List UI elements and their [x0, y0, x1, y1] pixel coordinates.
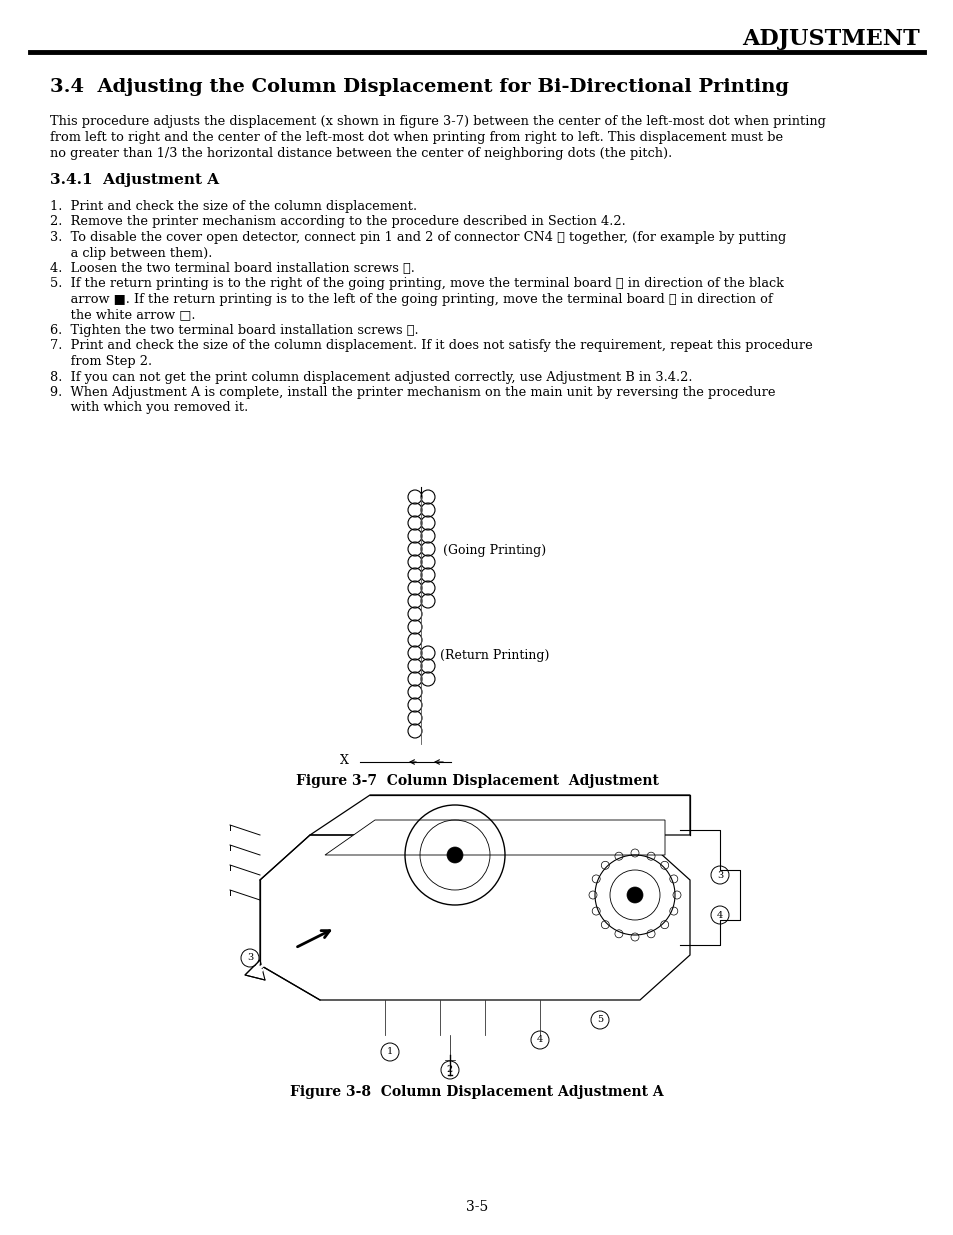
Text: Figure 3-8  Column Displacement Adjustment A: Figure 3-8 Column Displacement Adjustmen…	[290, 1086, 663, 1099]
Text: 5: 5	[597, 1015, 602, 1025]
Text: 2: 2	[446, 1066, 453, 1074]
Text: 3: 3	[716, 871, 722, 879]
Text: no greater than 1/3 the horizontal distance between the center of neighboring do: no greater than 1/3 the horizontal dista…	[50, 147, 672, 161]
Text: This procedure adjusts the displacement (x shown in figure 3-7) between the cent: This procedure adjusts the displacement …	[50, 115, 825, 128]
Text: 7.  Print and check the size of the column displacement. If it does not satisfy : 7. Print and check the size of the colum…	[50, 340, 812, 352]
Polygon shape	[245, 960, 265, 981]
Text: ADJUSTMENT: ADJUSTMENT	[741, 28, 919, 49]
Text: 3.4.1  Adjustment A: 3.4.1 Adjustment A	[50, 173, 219, 186]
Circle shape	[626, 887, 642, 903]
Circle shape	[710, 866, 728, 884]
Text: (Return Printing): (Return Printing)	[439, 650, 549, 662]
Circle shape	[590, 1011, 608, 1029]
Circle shape	[380, 1044, 398, 1061]
Text: X: X	[339, 755, 349, 767]
Text: a clip between them).: a clip between them).	[50, 247, 213, 259]
Circle shape	[241, 948, 258, 967]
Text: 4.  Loosen the two terminal board installation screws ②.: 4. Loosen the two terminal board install…	[50, 262, 415, 275]
Circle shape	[710, 906, 728, 924]
Text: 1: 1	[387, 1047, 393, 1056]
Polygon shape	[325, 820, 664, 855]
Text: 3: 3	[247, 953, 253, 962]
Text: 9.  When Adjustment A is complete, install the printer mechanism on the main uni: 9. When Adjustment A is complete, instal…	[50, 387, 775, 399]
Text: 3.4  Adjusting the Column Displacement for Bi-Directional Printing: 3.4 Adjusting the Column Displacement fo…	[50, 78, 788, 96]
Text: the white arrow □.: the white arrow □.	[50, 309, 195, 321]
Text: arrow ■. If the return printing is to the left of the going printing, move the t: arrow ■. If the return printing is to th…	[50, 293, 772, 306]
Text: 8.  If you can not get the print column displacement adjusted correctly, use Adj: 8. If you can not get the print column d…	[50, 370, 692, 384]
Text: 3-5: 3-5	[465, 1200, 488, 1214]
Text: with which you removed it.: with which you removed it.	[50, 401, 248, 415]
Text: Figure 3-7  Column Displacement  Adjustment: Figure 3-7 Column Displacement Adjustmen…	[295, 774, 658, 788]
Circle shape	[440, 1061, 458, 1079]
Text: (Going Printing): (Going Printing)	[442, 543, 545, 557]
Circle shape	[447, 847, 462, 863]
Text: 6.  Tighten the two terminal board installation screws ②.: 6. Tighten the two terminal board instal…	[50, 324, 418, 337]
Circle shape	[531, 1031, 548, 1049]
Text: 1.  Print and check the size of the column displacement.: 1. Print and check the size of the colum…	[50, 200, 416, 212]
Text: 2.  Remove the printer mechanism according to the procedure described in Section: 2. Remove the printer mechanism accordin…	[50, 215, 625, 228]
Text: 3.  To disable the cover open detector, connect pin 1 and 2 of connector CN4 ① t: 3. To disable the cover open detector, c…	[50, 231, 785, 245]
Text: 5.  If the return printing is to the right of the going printing, move the termi: 5. If the return printing is to the righ…	[50, 278, 783, 290]
Text: 4: 4	[537, 1035, 542, 1045]
Text: from left to right and the center of the left-most dot when printing from right : from left to right and the center of the…	[50, 131, 782, 144]
Text: from Step 2.: from Step 2.	[50, 354, 152, 368]
Text: 4: 4	[716, 910, 722, 920]
